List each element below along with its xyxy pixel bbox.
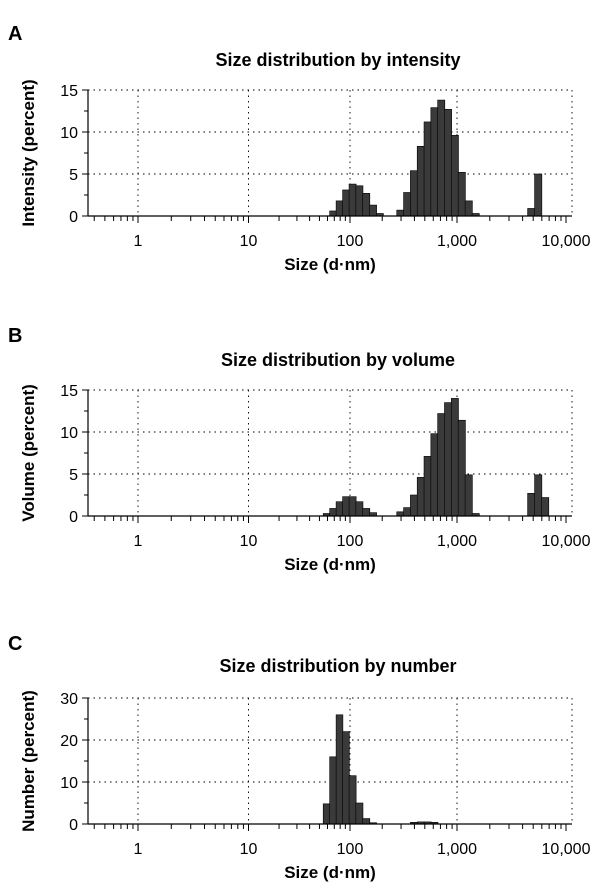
histogram-bar [329,756,337,825]
x-tick-label: 10 [240,533,258,550]
x-tick-label: 100 [337,233,364,250]
x-axis-label: Size (d·nm) [284,255,376,274]
y-tick-label: 5 [69,467,78,484]
panel-letter: B [8,325,22,347]
chart-panel-a: A Size distribution by intensity 0 5 10 15 1 10… [8,23,591,274]
histogram-bar [423,121,432,217]
histogram-bar [410,170,418,217]
x-tick-label: 10,000 [542,841,591,858]
x-tick-label: 1,000 [437,841,477,858]
histogram-bar [348,775,357,825]
histogram-bar [322,803,331,825]
histogram-bar [430,107,439,217]
histogram-bar [362,818,371,825]
chart-panel-b: B Size distribution by volume 0 5 10 15 1 10 100… [8,325,591,574]
histogram-bar [348,183,357,217]
histogram-bar [335,714,344,825]
x-tick-label: 1 [134,841,143,858]
x-tick-label: 1,000 [437,533,477,550]
histogram-bar [451,398,459,517]
y-tick-label: 10 [60,425,78,442]
histogram-bar [444,109,452,217]
histogram-bar [396,209,405,217]
histogram-bar [355,185,364,217]
y-axis-label: Number (percent) [19,690,38,832]
histogram-bar [534,173,543,217]
x-tick-label: 1 [134,533,143,550]
x-tick-label: 10,000 [542,533,591,550]
y-tick-label: 0 [69,209,78,226]
histogram-bar [527,493,536,517]
y-tick-label: 5 [69,167,78,184]
chart-panel-c: C Size distribution by number 0 10 20 30 1 10 10… [8,633,591,882]
histogram-bar [348,496,357,517]
y-tick-label: 30 [60,691,78,708]
y-tick-label: 15 [60,83,78,100]
chart-title: Size distribution by intensity [215,50,460,70]
histogram-bar [342,189,350,217]
histogram-bar [527,208,536,217]
histogram-bar [329,210,337,217]
x-tick-label: 10 [240,841,258,858]
x-tick-label: 1,000 [437,233,477,250]
histogram-bar [437,99,446,217]
histogram-bar [541,497,550,517]
x-tick-label: 10 [240,233,258,250]
x-tick-label: 1 [134,233,143,250]
panel-letter: A [8,23,22,45]
histogram-bar [457,419,466,517]
x-tick-label: 100 [337,533,364,550]
panel-letter: C [8,633,22,655]
y-tick-label: 20 [60,733,78,750]
histogram-bar [464,200,473,217]
histogram-bar [335,200,344,217]
histogram-bar [355,802,364,825]
histogram-bar [335,501,344,517]
y-tick-label: 10 [60,775,78,792]
histogram-bar [534,474,543,517]
histogram-bar [464,474,473,517]
x-axis-label: Size (d·nm) [284,863,376,882]
y-tick-label: 15 [60,383,78,400]
histogram-bar [430,433,439,517]
histogram-bar [451,135,459,217]
x-axis-label: Size (d·nm) [284,555,376,574]
histogram-bar [457,172,466,217]
histogram-bar [403,192,412,217]
histogram-bar [444,402,452,517]
y-axis-label: Volume (percent) [19,384,38,522]
x-tick-label: 10,000 [542,233,591,250]
histogram-bar [423,456,432,517]
y-tick-label: 0 [69,817,78,834]
y-tick-label: 0 [69,509,78,526]
y-axis-label: Intensity (percent) [19,79,38,226]
histogram-bar [396,511,405,517]
histogram-bar [369,204,377,217]
histogram-bar [416,145,425,217]
histogram-bar [342,496,350,517]
histogram-bar [437,413,446,517]
histogram-bar [362,508,371,517]
y-tick-label: 10 [60,125,78,142]
chart-title: Size distribution by number [219,656,456,676]
histogram-bar [342,731,350,825]
histogram-bar [329,508,337,517]
histogram-bar [416,477,425,517]
histogram-bar [355,501,364,517]
histogram-bar [362,193,371,217]
histogram-bar [403,507,412,517]
histogram-bar [410,494,418,517]
x-tick-label: 100 [337,841,364,858]
chart-title: Size distribution by volume [221,350,455,370]
